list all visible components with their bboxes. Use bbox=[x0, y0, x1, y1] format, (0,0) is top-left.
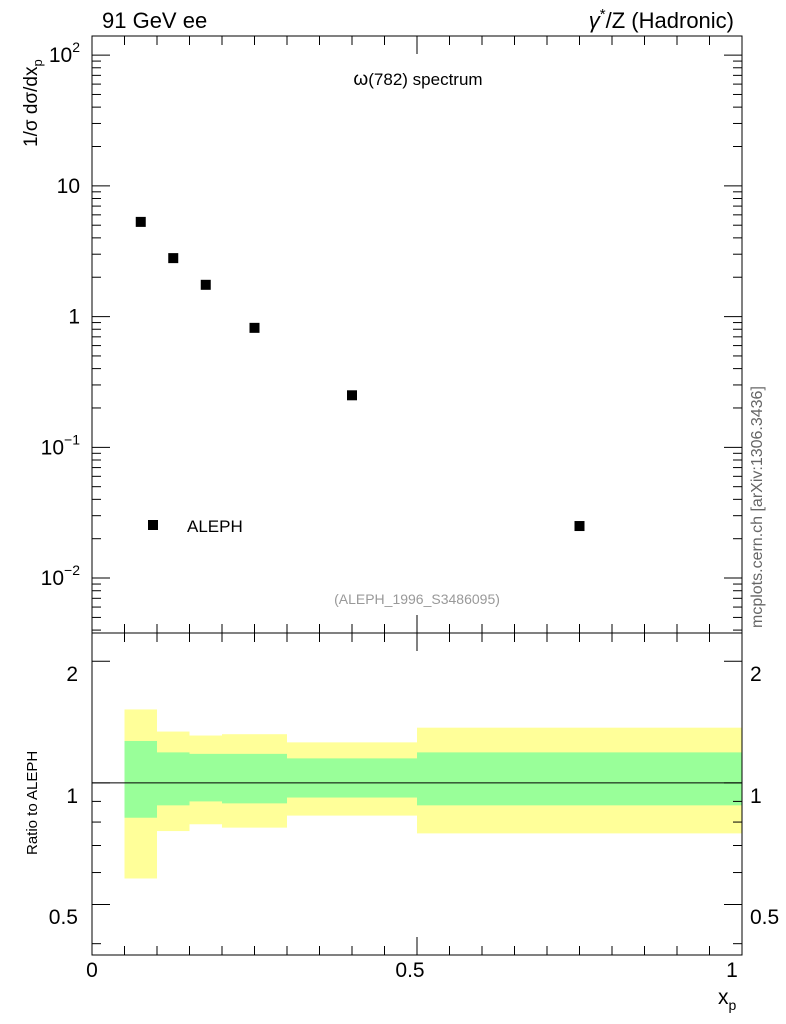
uncertainty-band-inner bbox=[222, 753, 287, 804]
ratio-ytick-label-1-right: 1 bbox=[750, 785, 762, 808]
uncertainty-band-inner bbox=[287, 758, 417, 798]
main-panel-frame bbox=[91, 35, 743, 634]
ratio-ytick-label-05-right: 0.5 bbox=[750, 906, 779, 929]
uncertainty-band-inner bbox=[417, 752, 742, 806]
data-point bbox=[574, 521, 585, 532]
uncertainty-band-inner bbox=[157, 752, 190, 806]
ratio-ytick-label-2-left: 2 bbox=[66, 663, 78, 686]
xtick-label-1: 1 bbox=[726, 959, 738, 982]
legend-marker bbox=[148, 520, 158, 530]
side-note: mcplots.cern.ch [arXiv:1306.3436] bbox=[749, 386, 766, 628]
main-ytick-label: 10 bbox=[57, 175, 80, 198]
analysis-id: (ALEPH_1996_S3486095) bbox=[334, 591, 500, 607]
data-point bbox=[135, 216, 146, 227]
main-ytick-label: 10−2 bbox=[41, 562, 81, 590]
data-point bbox=[347, 390, 357, 401]
ratio-ytick-label-05-left: 0.5 bbox=[49, 906, 78, 929]
data-point bbox=[249, 322, 260, 333]
main-ytick-label: 102 bbox=[49, 39, 80, 67]
x-axis-label: xp bbox=[718, 986, 737, 1013]
uncertainty-band-inner bbox=[189, 753, 222, 802]
xtick-label-05: 0.5 bbox=[395, 959, 424, 982]
uncertainty-band-inner bbox=[124, 740, 157, 818]
header-left: 91 GeV ee bbox=[102, 8, 207, 33]
data-point bbox=[168, 253, 179, 264]
main-ylabel: 1/σ dσ/dxp bbox=[21, 59, 45, 147]
ratio-ytick-label-1-left: 1 bbox=[66, 785, 78, 808]
legend-label: ALEPH bbox=[187, 517, 243, 536]
main-panel: ω(782) spectrum 1/σ dσ/dxp 102 10 1 10−1 10−… bbox=[21, 35, 743, 634]
main-ytick-label: 1 bbox=[68, 306, 80, 329]
ratio-ytick-label-2-right: 2 bbox=[750, 663, 762, 686]
main-panel-title: ω(782) spectrum bbox=[353, 69, 482, 90]
data-point bbox=[200, 279, 211, 290]
header-right: γ*/Z (Hadronic) bbox=[589, 6, 734, 33]
x-axis: 0 0.5 1 xp bbox=[86, 959, 738, 1013]
ratio-ylabel: Ratio to ALEPH bbox=[24, 751, 41, 855]
xtick-label-0: 0 bbox=[86, 959, 98, 982]
main-ytick-label: 10−1 bbox=[41, 431, 81, 459]
ratio-panel: Ratio to ALEPH 2 1 0.5 2 1 0.5 bbox=[24, 632, 779, 956]
